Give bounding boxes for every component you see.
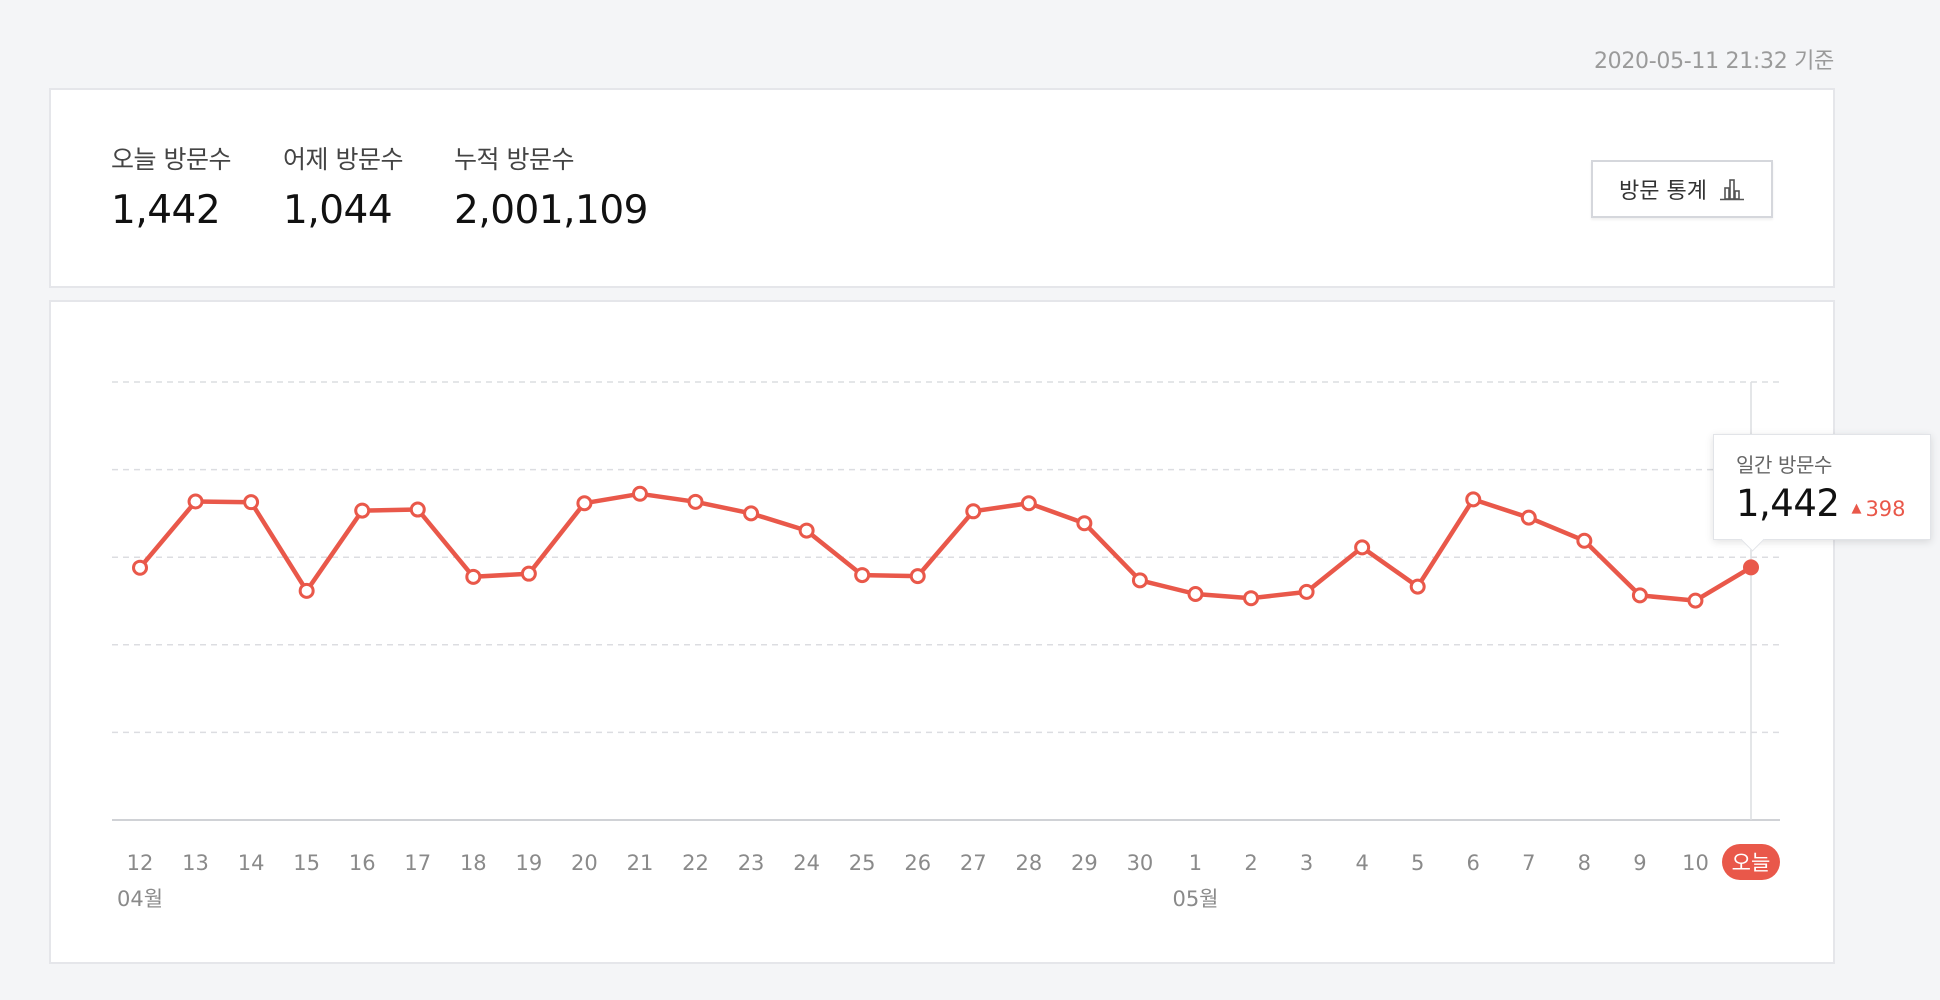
visit-stats-button[interactable]: 방문 통계 xyxy=(1591,160,1773,218)
x-tick-label: 2 xyxy=(1244,851,1257,875)
data-point xyxy=(1631,587,1648,604)
data-point xyxy=(1687,592,1704,609)
tooltip-title: 일간 방문수 xyxy=(1736,453,1832,477)
data-point xyxy=(243,494,260,511)
x-tick-label: 12 xyxy=(127,851,154,875)
x-tick-label: 25 xyxy=(849,851,876,875)
today-visits-label: 오늘 방문수 xyxy=(111,145,231,174)
total-visits-value: 2,001,109 xyxy=(454,188,649,233)
x-tick-label: 23 xyxy=(738,851,765,875)
data-point xyxy=(687,493,704,510)
yesterday-visits: 어제 방문수 1,044 xyxy=(283,140,403,233)
visit-stats-button-label: 방문 통계 xyxy=(1619,179,1707,204)
x-tick-label: 20 xyxy=(571,851,598,875)
tooltip-change: ▲ 398 xyxy=(1851,497,1905,521)
month-label: 05월 xyxy=(1172,887,1218,911)
tooltip-value: 1,442 xyxy=(1736,482,1840,525)
timestamp: 2020-05-11 21:32 기준 xyxy=(1593,49,1834,74)
data-point xyxy=(520,565,537,582)
data-point xyxy=(1576,532,1593,549)
triangle-up-icon: ▲ xyxy=(1851,501,1862,516)
data-point xyxy=(909,568,926,585)
data-point xyxy=(743,505,760,522)
today-tick-badge xyxy=(1722,844,1780,880)
data-point xyxy=(465,568,482,585)
x-tick-label: 17 xyxy=(404,851,431,875)
today-visits: 오늘 방문수 1,442 xyxy=(111,140,231,233)
x-tick-label: 1 xyxy=(1189,851,1202,875)
x-tick-label: 18 xyxy=(460,851,487,875)
x-tick-label: 7 xyxy=(1522,851,1535,875)
visitor-summary-panel: 오늘 방문수 1,442 어제 방문수 1,044 누적 방문수 2,001,1… xyxy=(49,88,1835,288)
data-point xyxy=(298,582,315,599)
x-tick-label-today: 오늘 xyxy=(1732,851,1771,875)
x-tick-label: 30 xyxy=(1127,851,1154,875)
data-point xyxy=(409,501,426,518)
data-point xyxy=(1131,572,1148,589)
data-point xyxy=(1520,509,1537,526)
data-point-highlight xyxy=(1743,559,1759,576)
data-point xyxy=(1187,585,1204,602)
data-point xyxy=(354,502,371,519)
x-tick-label: 27 xyxy=(960,851,987,875)
x-tick-label: 26 xyxy=(904,851,931,875)
data-point xyxy=(1020,495,1037,512)
month-label: 04월 xyxy=(117,887,163,911)
x-tick-label: 16 xyxy=(349,851,376,875)
x-tick-label: 4 xyxy=(1355,851,1368,875)
x-tick-label: 10 xyxy=(1682,851,1709,875)
x-tick-label: 24 xyxy=(793,851,820,875)
series-line xyxy=(137,491,1754,603)
data-point xyxy=(965,503,982,520)
total-visits-label: 누적 방문수 xyxy=(454,145,574,174)
daily-visits-chart-panel: 12 13 14 15 16 17 18 19 20 21 22 23 24 25 26 27 28 29 30 1 2… xyxy=(49,300,1931,964)
x-tick-label: 6 xyxy=(1467,851,1480,875)
data-point xyxy=(631,485,648,502)
data-point xyxy=(1243,590,1260,607)
x-tick-label: 8 xyxy=(1578,851,1591,875)
data-point xyxy=(1298,583,1315,600)
yesterday-visits-value: 1,044 xyxy=(283,188,393,233)
chart-tooltip: 일간 방문수 1,442 ▲ 398 xyxy=(1713,434,1931,540)
x-tick-label: 28 xyxy=(1015,851,1042,875)
x-tick-label: 13 xyxy=(182,851,209,875)
daily-visits-chart: 12 13 14 15 16 17 18 19 20 21 22 23 24 25 26 27 28 29 30 1 2… xyxy=(112,381,1780,911)
x-tick-label: 29 xyxy=(1071,851,1098,875)
bar-chart-icon xyxy=(1719,177,1745,201)
data-point xyxy=(1076,515,1093,532)
x-tick-label: 22 xyxy=(682,851,709,875)
yesterday-visits-label: 어제 방문수 xyxy=(283,145,403,174)
data-point xyxy=(798,522,815,539)
x-tick-label: 3 xyxy=(1300,851,1313,875)
data-point xyxy=(576,495,593,512)
data-point xyxy=(132,559,148,576)
x-tick-label: 5 xyxy=(1411,851,1424,875)
data-point xyxy=(187,493,204,510)
today-visits-value: 1,442 xyxy=(111,188,221,233)
x-tick-label: 9 xyxy=(1633,851,1646,875)
tooltip-change-value: 398 xyxy=(1865,497,1906,521)
data-point xyxy=(1409,578,1426,595)
data-point xyxy=(1465,491,1482,508)
x-tick-label: 21 xyxy=(627,851,654,875)
total-visits: 누적 방문수 2,001,109 xyxy=(454,140,649,233)
x-tick-label: 15 xyxy=(293,851,320,875)
data-point xyxy=(854,567,871,584)
x-tick-label: 14 xyxy=(238,851,265,875)
x-tick-label: 19 xyxy=(515,851,542,875)
data-point xyxy=(1354,539,1371,556)
